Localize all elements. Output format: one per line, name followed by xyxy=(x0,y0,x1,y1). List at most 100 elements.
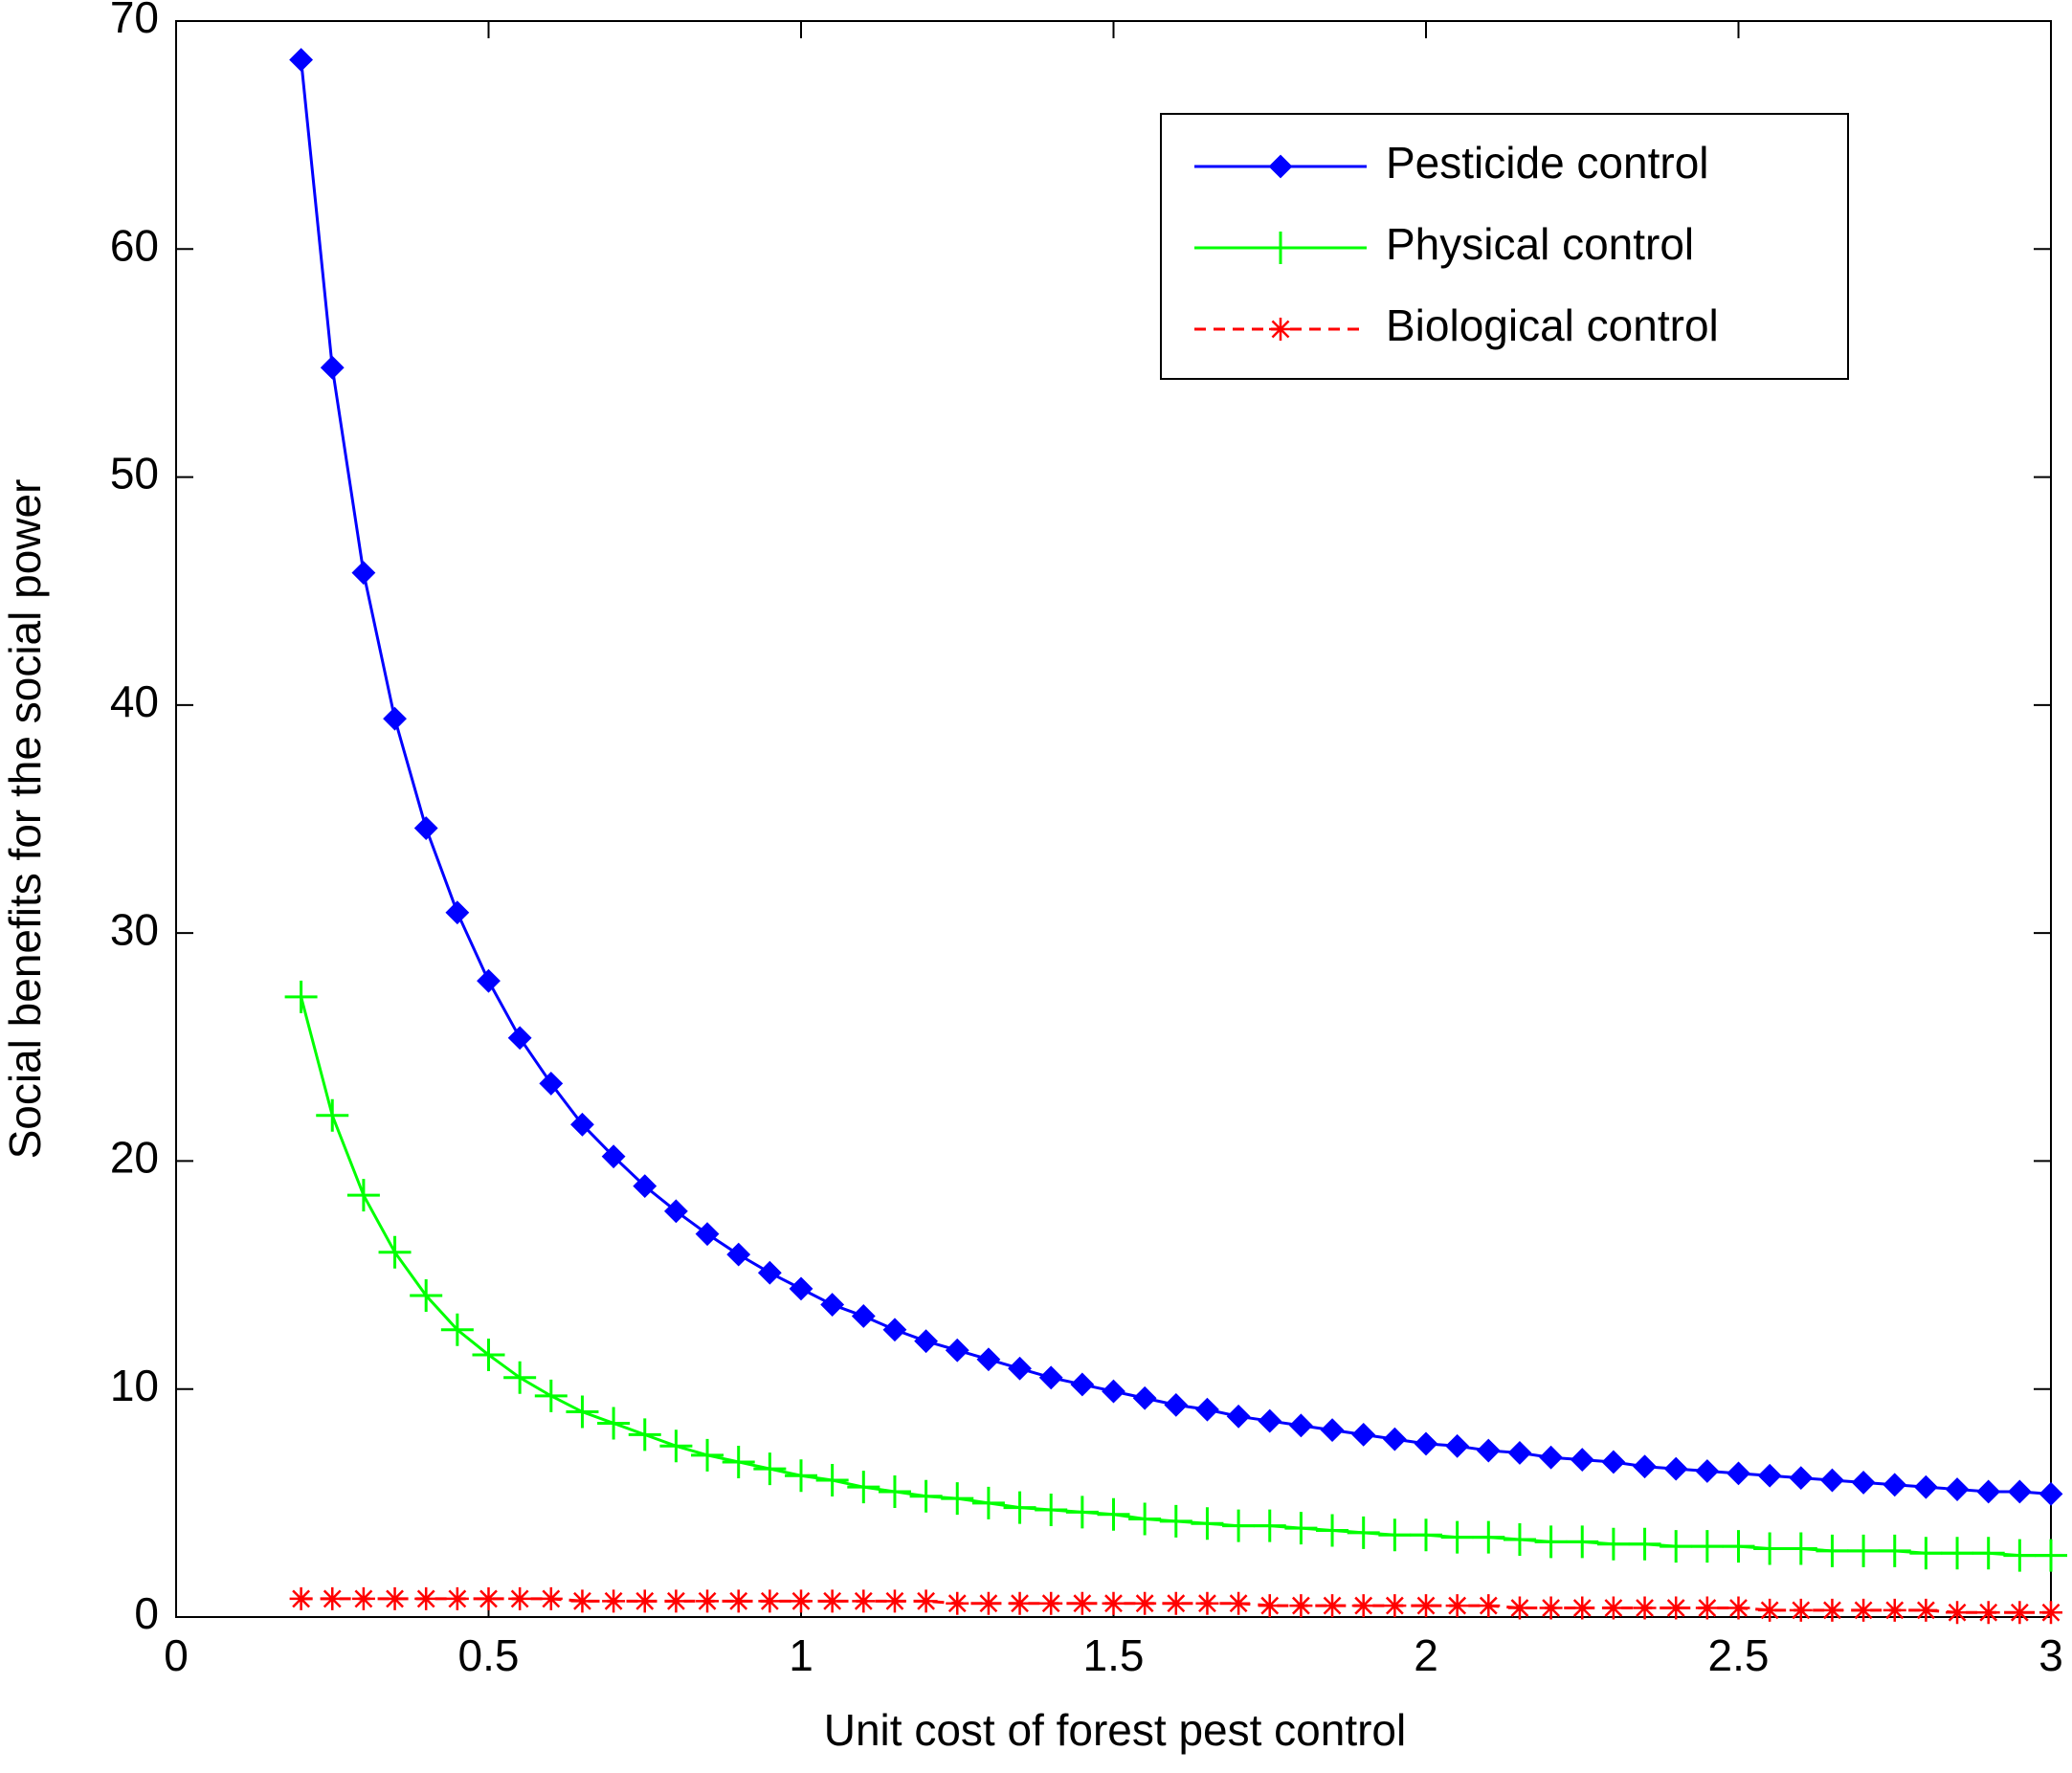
marker xyxy=(1070,1372,1095,1397)
marker xyxy=(597,1407,631,1440)
marker xyxy=(820,1589,844,1613)
marker xyxy=(1351,1594,1375,1618)
marker xyxy=(1226,1404,1251,1429)
marker xyxy=(2008,1601,2032,1625)
marker xyxy=(946,1591,969,1615)
marker xyxy=(1660,1530,1693,1563)
marker xyxy=(346,1179,380,1212)
marker xyxy=(445,900,470,925)
marker-shape xyxy=(1382,1427,1407,1452)
marker xyxy=(1253,1509,1286,1542)
marker-shape xyxy=(753,1452,787,1486)
marker-shape xyxy=(570,1112,594,1137)
marker-shape xyxy=(882,1318,907,1342)
marker xyxy=(785,1459,817,1493)
marker-shape xyxy=(1727,1461,1750,1486)
marker-shape xyxy=(321,1586,345,1610)
marker-shape xyxy=(1883,1473,1907,1497)
marker xyxy=(414,1586,438,1610)
legend-label: Pesticide control xyxy=(1386,138,1709,188)
marker-shape xyxy=(1852,1598,1876,1622)
marker-shape xyxy=(628,1418,661,1452)
marker-shape xyxy=(909,1479,943,1513)
marker-shape xyxy=(1128,1502,1162,1536)
marker xyxy=(1128,1502,1162,1536)
marker xyxy=(664,1589,688,1613)
marker-shape xyxy=(1102,1379,1125,1404)
marker xyxy=(1440,1520,1474,1554)
marker-shape xyxy=(1914,1598,1938,1622)
marker xyxy=(1445,1594,1469,1618)
marker xyxy=(1601,1596,1625,1620)
marker-shape xyxy=(757,1260,782,1285)
marker xyxy=(1601,1450,1626,1474)
marker-shape xyxy=(1226,1404,1251,1429)
marker xyxy=(1758,1598,1782,1622)
marker-shape xyxy=(1784,1532,1817,1565)
marker xyxy=(1038,1365,1063,1390)
marker-shape xyxy=(1883,1598,1906,1622)
marker xyxy=(477,1586,501,1610)
marker-shape xyxy=(1663,1456,1688,1481)
marker xyxy=(1258,1408,1282,1433)
marker-shape xyxy=(1269,318,1292,341)
marker xyxy=(1477,1594,1501,1618)
marker xyxy=(815,1464,849,1497)
marker-shape xyxy=(1038,1365,1063,1390)
marker-shape xyxy=(570,1589,594,1613)
marker-shape xyxy=(847,1471,880,1504)
marker-shape xyxy=(633,1589,657,1613)
marker-shape xyxy=(1039,1591,1063,1615)
marker-shape xyxy=(445,900,470,925)
marker-shape xyxy=(722,1445,755,1478)
marker xyxy=(1847,1534,1881,1567)
marker-shape xyxy=(815,1464,849,1497)
marker xyxy=(1633,1596,1657,1620)
marker xyxy=(320,355,345,380)
marker xyxy=(1852,1598,1876,1622)
marker xyxy=(2039,1481,2063,1506)
marker xyxy=(2035,1539,2067,1572)
marker xyxy=(1159,1504,1192,1538)
marker-shape xyxy=(2003,1539,2037,1572)
plot-frame xyxy=(175,20,2052,1618)
marker xyxy=(570,1589,594,1613)
marker-shape xyxy=(1415,1594,1437,1618)
marker xyxy=(1976,1601,2000,1625)
marker-shape xyxy=(758,1589,782,1613)
marker xyxy=(659,1429,693,1463)
marker-shape xyxy=(852,1589,876,1613)
marker xyxy=(1288,1413,1313,1438)
marker xyxy=(383,1586,407,1610)
y-tick-label: 40 xyxy=(110,676,159,726)
marker-shape xyxy=(507,1026,532,1051)
marker xyxy=(1878,1534,1911,1567)
marker-shape xyxy=(1472,1520,1505,1554)
marker-shape xyxy=(1727,1596,1750,1620)
marker xyxy=(695,1222,720,1247)
marker xyxy=(445,1586,469,1610)
marker-shape xyxy=(1132,1385,1157,1410)
marker xyxy=(1264,232,1297,264)
y-tick-label: 60 xyxy=(110,220,159,270)
marker-shape xyxy=(914,1329,939,1354)
marker-shape xyxy=(601,1144,626,1169)
marker xyxy=(1539,1445,1564,1470)
marker-shape xyxy=(477,968,501,993)
marker xyxy=(1628,1527,1661,1561)
y-tick-label: 0 xyxy=(134,1588,159,1638)
marker xyxy=(351,561,376,586)
marker-shape xyxy=(503,1361,537,1394)
marker-shape xyxy=(1008,1356,1032,1381)
marker-shape xyxy=(691,1438,724,1472)
marker xyxy=(2003,1539,2037,1572)
marker xyxy=(1383,1594,1407,1618)
marker xyxy=(1539,1596,1563,1620)
marker-shape xyxy=(1102,1591,1125,1615)
marker xyxy=(508,1586,532,1610)
marker xyxy=(1816,1534,1849,1567)
marker-shape xyxy=(440,1313,474,1346)
marker xyxy=(1132,1385,1157,1410)
marker xyxy=(633,1174,657,1199)
y-axis-label: Social benefits for the social power xyxy=(0,479,50,1160)
